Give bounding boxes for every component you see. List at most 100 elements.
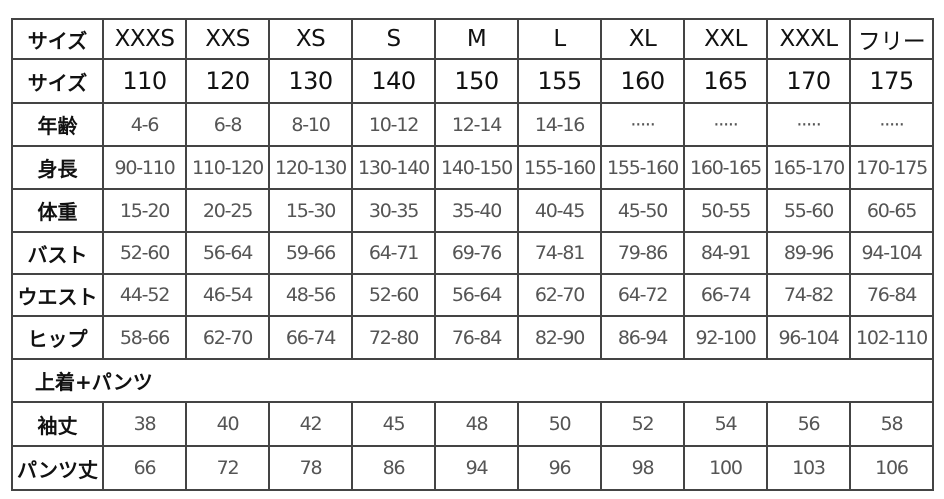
table-cell: 165: [683, 58, 768, 104]
table-cell: 76-84: [434, 315, 519, 360]
table-cell: M: [434, 18, 519, 60]
table-cell: 66-74: [683, 273, 768, 317]
table-cell: 96-104: [766, 315, 851, 360]
table-cell: フリー: [849, 18, 934, 60]
size-chart-table: サイズ XXXS XXS XS S M L XL XXL XXXL フリー サイズ 110 120 130 1…: [11, 18, 934, 491]
table-cell: 84-91: [683, 231, 768, 275]
table-cell: 54: [683, 401, 768, 447]
table-cell: ·····: [766, 102, 851, 147]
table-cell: 72-80: [351, 315, 436, 360]
table-cell: 56-64: [434, 273, 519, 317]
table-cell: 40: [185, 401, 270, 447]
table-cell: 64-71: [351, 231, 436, 275]
table-cell: 90-110: [102, 145, 187, 190]
table-cell: 106: [849, 445, 934, 491]
table-cell: 66: [102, 445, 187, 491]
table-cell: 170-175: [849, 145, 934, 190]
table-row: パンツ丈 66 72 78 86 94 96 98 100 103 106: [11, 445, 934, 491]
table-cell: 165-170: [766, 145, 851, 190]
section-row: 上着+パンツ: [11, 358, 934, 403]
table-cell: 86-94: [600, 315, 685, 360]
section-label: 上着+パンツ: [11, 358, 934, 403]
table-cell: 48-56: [268, 273, 353, 317]
table-cell: 110: [102, 58, 187, 104]
table-cell: 72: [185, 445, 270, 491]
table-cell: 66-74: [268, 315, 353, 360]
table-cell: 46-54: [185, 273, 270, 317]
table-cell: 102-110: [849, 315, 934, 360]
table-cell: 6-8: [185, 102, 270, 147]
table-cell: 155-160: [517, 145, 602, 190]
table-cell: 58-66: [102, 315, 187, 360]
table-cell: 50: [517, 401, 602, 447]
table-row: ウエスト 44-52 46-54 48-56 52-60 56-64 62-70 64-72 6…: [11, 273, 934, 317]
table-cell: XXL: [683, 18, 768, 60]
table-row: ヒップ 58-66 62-70 66-74 72-80 76-84 82-90 86-94 92…: [11, 315, 934, 360]
table-cell: 79-86: [600, 231, 685, 275]
table-cell: 76-84: [849, 273, 934, 317]
table-cell: 69-76: [434, 231, 519, 275]
table-cell: ·····: [600, 102, 685, 147]
table-cell: 52-60: [102, 231, 187, 275]
table-cell: 160: [600, 58, 685, 104]
row-label: 体重: [11, 188, 104, 233]
table-cell: 35-40: [434, 188, 519, 233]
table-cell: 45-50: [600, 188, 685, 233]
table-cell: 94-104: [849, 231, 934, 275]
table-cell: 100: [683, 445, 768, 491]
table-cell: 62-70: [185, 315, 270, 360]
table-cell: 38: [102, 401, 187, 447]
table-cell: 98: [600, 445, 685, 491]
row-label: ヒップ: [11, 315, 104, 360]
table-cell: 10-12: [351, 102, 436, 147]
table-cell: 160-165: [683, 145, 768, 190]
table-cell: 52: [600, 401, 685, 447]
table-cell: 74-81: [517, 231, 602, 275]
table-cell: S: [351, 18, 436, 60]
row-label: 身長: [11, 145, 104, 190]
table-cell: 48: [434, 401, 519, 447]
table-row: 身長 90-110 110-120 120-130 130-140 140-150 155-…: [11, 145, 934, 190]
table-cell: 59-66: [268, 231, 353, 275]
table-cell: 42: [268, 401, 353, 447]
row-label: 袖丈: [11, 401, 104, 447]
table-cell: 62-70: [517, 273, 602, 317]
table-cell: 58: [849, 401, 934, 447]
table-cell: XXS: [185, 18, 270, 60]
table-cell: 140-150: [434, 145, 519, 190]
table-row: バスト 52-60 56-64 59-66 64-71 69-76 74-81 79-86 84…: [11, 231, 934, 275]
table-row: 袖丈 38 40 42 45 48 50 52 54 56 58: [11, 401, 934, 447]
row-label: ウエスト: [11, 273, 104, 317]
table-cell: 45: [351, 401, 436, 447]
table-cell: 120-130: [268, 145, 353, 190]
table-row: サイズ XXXS XXS XS S M L XL XXL XXXL フリー: [11, 18, 934, 60]
table-cell: 82-90: [517, 315, 602, 360]
row-label: サイズ: [11, 18, 104, 60]
table-cell: 64-72: [600, 273, 685, 317]
table-cell: 12-14: [434, 102, 519, 147]
table-cell: ·····: [849, 102, 934, 147]
table-cell: 20-25: [185, 188, 270, 233]
table-cell: 92-100: [683, 315, 768, 360]
table-cell: 130: [268, 58, 353, 104]
table-cell: 89-96: [766, 231, 851, 275]
table-cell: 94: [434, 445, 519, 491]
row-label: 年齢: [11, 102, 104, 147]
table-cell: 155: [517, 58, 602, 104]
table-cell: 103: [766, 445, 851, 491]
table-cell: 52-60: [351, 273, 436, 317]
table-cell: 170: [766, 58, 851, 104]
table-cell: 78: [268, 445, 353, 491]
table-cell: 56: [766, 401, 851, 447]
table-cell: 55-60: [766, 188, 851, 233]
table-cell: 140: [351, 58, 436, 104]
table-cell: 150: [434, 58, 519, 104]
table-cell: 15-20: [102, 188, 187, 233]
table-cell: XXXS: [102, 18, 187, 60]
table-cell: 130-140: [351, 145, 436, 190]
table-cell: 4-6: [102, 102, 187, 147]
table-cell: 14-16: [517, 102, 602, 147]
table-cell: XL: [600, 18, 685, 60]
table-cell: ·····: [683, 102, 768, 147]
table-row: 年齢 4-6 6-8 8-10 10-12 12-14 14-16 ····· ····· ···…: [11, 102, 934, 147]
